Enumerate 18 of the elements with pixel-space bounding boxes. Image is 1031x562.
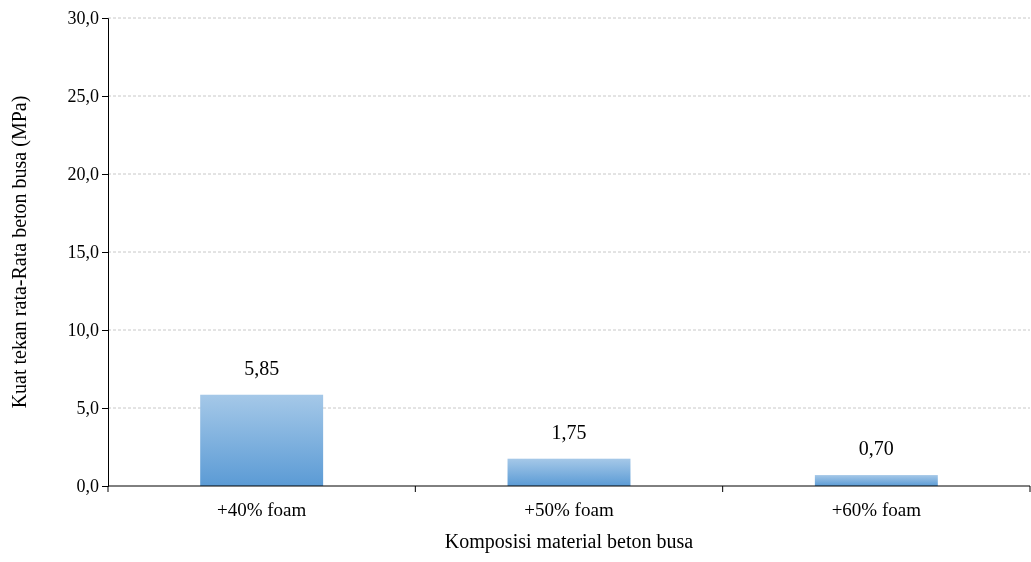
y-tick-label: 10,0 xyxy=(67,320,99,341)
x-tick-label: +60% foam xyxy=(831,499,922,520)
data-label: 1,75 xyxy=(551,420,587,443)
data-label: 0,70 xyxy=(858,437,894,460)
x-tick-label: +40% foam xyxy=(216,499,307,520)
bar xyxy=(200,394,324,486)
y-tick-label: 25,0 xyxy=(67,86,99,107)
y-tick-label: 0,0 xyxy=(76,476,99,497)
y-tick-label: 15,0 xyxy=(67,242,99,263)
y-axis-title: Kuat tekan rata-Rata beton busa (MPa) xyxy=(8,95,31,409)
bar xyxy=(507,458,631,486)
x-tick-label: +50% foam xyxy=(524,499,614,520)
bar xyxy=(814,475,938,486)
y-tick-label: 20,0 xyxy=(67,164,99,185)
data-label: 5,85 xyxy=(244,356,280,379)
y-tick-label: 30,0 xyxy=(67,8,99,29)
x-axis-title: Komposisi material beton busa xyxy=(444,530,694,553)
y-tick-label: 5,0 xyxy=(76,398,99,419)
